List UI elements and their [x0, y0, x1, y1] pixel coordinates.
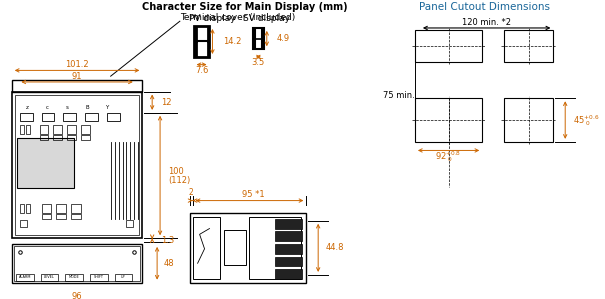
Text: 12: 12 [161, 98, 172, 107]
Bar [14, 246, 140, 281]
Bar [67, 125, 76, 134]
Text: 3.5: 3.5 [252, 58, 265, 67]
Bar [42, 205, 51, 213]
Bar [20, 125, 24, 134]
Bar [114, 274, 132, 281]
Bar [39, 135, 48, 140]
Bar [415, 98, 482, 142]
Bar [56, 205, 66, 213]
Bar [190, 213, 306, 283]
Bar [12, 91, 142, 238]
Bar [17, 138, 74, 188]
Bar [194, 26, 209, 57]
Bar [39, 125, 48, 134]
Bar [275, 219, 302, 228]
Bar [415, 30, 482, 62]
Bar [249, 217, 301, 279]
Text: MODE: MODE [69, 275, 79, 279]
Text: 14.2: 14.2 [223, 37, 241, 46]
Bar [504, 98, 554, 142]
Bar [20, 113, 33, 120]
Bar [42, 214, 51, 219]
Text: SV display: SV display [243, 14, 290, 23]
Bar [65, 274, 83, 281]
Bar [20, 205, 24, 213]
Text: 45$^{+0.6}_{\ 0}$: 45$^{+0.6}_{\ 0}$ [573, 113, 600, 127]
Bar [67, 135, 76, 140]
Bar [16, 274, 34, 281]
Text: (112): (112) [168, 176, 190, 185]
Text: 100: 100 [168, 167, 184, 176]
Bar [25, 205, 30, 213]
Text: 96: 96 [72, 292, 82, 299]
Bar [81, 135, 90, 140]
Text: 120 min. *2: 120 min. *2 [462, 18, 511, 27]
Bar [106, 113, 120, 120]
Bar [81, 125, 90, 134]
Bar [12, 80, 142, 91]
Bar [504, 30, 554, 62]
Text: ALARM: ALARM [19, 275, 31, 279]
Bar [275, 244, 302, 254]
Bar [12, 244, 142, 283]
Bar [20, 220, 27, 227]
Text: 95 *1: 95 *1 [241, 190, 264, 199]
Text: LEVEL: LEVEL [44, 275, 55, 279]
Text: 7.6: 7.6 [195, 66, 208, 75]
Text: Character Size for Main Display (mm): Character Size for Main Display (mm) [142, 2, 348, 12]
Text: B: B [85, 105, 89, 109]
Bar [275, 269, 302, 279]
Text: SHIFT: SHIFT [94, 275, 104, 279]
Bar [224, 231, 246, 265]
Text: c: c [46, 105, 49, 109]
Text: 48: 48 [164, 259, 175, 268]
Text: Terminal cover (included): Terminal cover (included) [180, 13, 295, 22]
Bar [25, 125, 30, 134]
Text: 92$^{+0.8}_{\ 0}$: 92$^{+0.8}_{\ 0}$ [436, 149, 462, 164]
Bar [253, 28, 264, 49]
Text: 1.3: 1.3 [161, 236, 174, 245]
Text: UP: UP [121, 275, 126, 279]
Bar [71, 205, 81, 213]
Text: 101.2: 101.2 [65, 60, 89, 69]
Text: s: s [66, 105, 68, 109]
Bar [56, 214, 66, 219]
Text: z: z [26, 105, 29, 109]
Text: 4.9: 4.9 [276, 34, 290, 43]
Text: 2: 2 [188, 188, 193, 197]
Text: 44.8: 44.8 [326, 243, 345, 252]
Bar [64, 113, 76, 120]
Bar [15, 94, 139, 235]
Text: 91: 91 [72, 72, 82, 81]
Bar [90, 274, 108, 281]
Bar [41, 274, 58, 281]
Bar [53, 125, 62, 134]
Text: Y: Y [105, 105, 108, 109]
Text: Panel Cutout Dimensions: Panel Cutout Dimensions [419, 2, 550, 12]
Text: 75 min.: 75 min. [384, 91, 415, 100]
Bar [53, 135, 62, 140]
Bar [71, 214, 81, 219]
Bar [126, 220, 133, 227]
Bar [192, 217, 220, 279]
Bar [42, 113, 54, 120]
Text: PV display: PV display [189, 14, 236, 23]
Bar [85, 113, 98, 120]
Bar [275, 231, 302, 241]
Bar [275, 257, 302, 266]
